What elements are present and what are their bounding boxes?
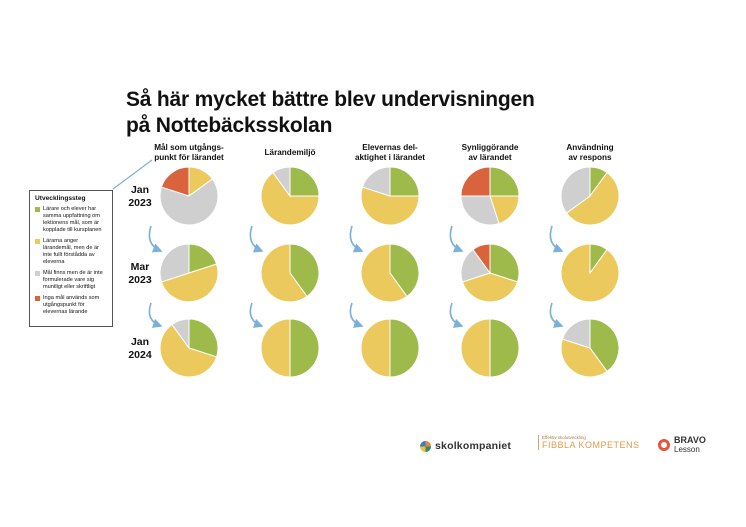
pie-slice-green bbox=[589, 318, 620, 373]
legend-swatch-gray bbox=[35, 271, 40, 276]
pie-slice-green bbox=[489, 166, 520, 197]
pie-slice-green bbox=[289, 318, 320, 378]
progress-arrow-icon bbox=[148, 302, 163, 328]
pie-slice-gray bbox=[361, 166, 391, 197]
pie-slice-yellow bbox=[461, 272, 519, 303]
progress-arrow-icon bbox=[249, 225, 264, 253]
pie-slice-yellow bbox=[159, 323, 218, 378]
progress-arrow-icon bbox=[549, 225, 564, 253]
pie-slice-yellow bbox=[360, 243, 408, 303]
progress-arrow-icon bbox=[349, 302, 364, 328]
skolkompaniet-mark-icon bbox=[420, 440, 431, 452]
pie-slice-yellow bbox=[565, 171, 620, 226]
row-label: Jan 2024 bbox=[128, 336, 152, 361]
legend-label-gray: Mål finns men de är inte formulerade var… bbox=[43, 270, 103, 290]
progress-arrow-icon bbox=[249, 302, 264, 328]
legend-swatch-red bbox=[35, 296, 40, 301]
legend-item-red: Inga mål används som utgångspunkt för el… bbox=[35, 295, 107, 316]
pie-slice-gray bbox=[460, 195, 500, 226]
column-header: Användning av respons bbox=[566, 143, 613, 162]
title-line-1: Så här mycket bättre blev undervisningen bbox=[126, 88, 535, 111]
fibbla-tagline: Effektiv skolutveckling bbox=[542, 435, 586, 440]
bravo-ring-icon bbox=[658, 439, 670, 451]
legend: Utvecklingssteg Lärare och elever har sa… bbox=[29, 190, 113, 327]
pie-slice-green bbox=[489, 318, 520, 378]
pie-slice-yellow bbox=[160, 263, 219, 303]
pie-slice-green bbox=[289, 243, 320, 298]
pie-slice-gray bbox=[272, 166, 291, 198]
pie-slice-gray bbox=[460, 248, 491, 283]
title-line-2: på Nottebäcksskolan bbox=[126, 114, 333, 137]
page-title: Så här mycket bättre blev undervisningen… bbox=[126, 87, 535, 139]
pie-slice-green bbox=[389, 318, 420, 378]
pie-slice-green bbox=[188, 318, 219, 358]
legend-title: Utvecklingssteg bbox=[35, 195, 86, 202]
pie-slice-yellow bbox=[260, 243, 308, 303]
pie-slice-yellow bbox=[560, 338, 608, 378]
progress-arrow-icon bbox=[549, 302, 564, 328]
row-label: Mar 2023 bbox=[128, 261, 152, 286]
pie-slice-yellow bbox=[360, 186, 420, 226]
pie-slice-red bbox=[160, 166, 190, 197]
progress-arrow-icon bbox=[148, 225, 163, 253]
pie-slice-green bbox=[489, 243, 520, 283]
pie-slice-yellow bbox=[489, 195, 520, 225]
pie-slice-gray bbox=[171, 318, 190, 350]
lesson-wordmark: Lesson bbox=[674, 445, 700, 454]
bravo-lesson-logo: BRAVO Lesson bbox=[658, 436, 706, 454]
pie-slice-yellow bbox=[560, 243, 620, 303]
pie-slice-yellow bbox=[260, 171, 320, 226]
legend-pointer-line bbox=[112, 159, 153, 190]
pie-slice-green bbox=[188, 243, 218, 274]
progress-arrow-icon bbox=[349, 225, 364, 253]
legend-label-green: Lärare och elever har samma uppfattning … bbox=[43, 206, 102, 233]
pie-slice-green bbox=[389, 243, 420, 298]
skolkompaniet-logo: skolkompaniet bbox=[420, 440, 511, 452]
legend-item-yellow: Lärarna anger lärandemål, men de är inte… bbox=[35, 238, 107, 266]
pie-slice-gray bbox=[561, 318, 591, 349]
pie-slice-green bbox=[389, 166, 420, 197]
fibbla-logo: Effektiv skolutveckling FIBBLA KOMPETENS bbox=[538, 435, 640, 450]
pie-slice-gray bbox=[159, 178, 219, 226]
column-header: Elevernas del-aktighet i lärandet bbox=[355, 143, 425, 162]
progress-arrow-icon bbox=[449, 302, 464, 328]
legend-swatch-yellow bbox=[35, 239, 40, 244]
pie-slice-gray bbox=[159, 243, 190, 283]
pie-slice-red bbox=[472, 243, 491, 275]
legend-item-gray: Mål finns men de är inte formulerade var… bbox=[35, 270, 107, 291]
bravo-wordmark: BRAVO bbox=[674, 435, 706, 445]
row-label: Jan 2023 bbox=[128, 184, 152, 209]
legend-swatch-green bbox=[35, 207, 40, 212]
progress-arrow-icon bbox=[449, 225, 464, 253]
pie-slice-red bbox=[460, 166, 491, 197]
column-header: Lärandemiljö bbox=[265, 148, 316, 157]
pie-slice-yellow bbox=[260, 318, 291, 378]
pie-slice-green bbox=[289, 166, 320, 197]
column-header: Mål som utgångs-punkt för lärandet bbox=[154, 142, 224, 162]
pie-slice-gray bbox=[560, 166, 591, 214]
legend-label-red: Inga mål används som utgångspunkt för el… bbox=[43, 295, 100, 315]
legend-item-green: Lärare och elever har samma uppfattning … bbox=[35, 206, 107, 234]
pie-slice-yellow bbox=[460, 318, 491, 378]
pie-slice-yellow bbox=[360, 318, 391, 378]
fibbla-wordmark: FIBBLA KOMPETENS bbox=[542, 440, 640, 450]
column-header: Synliggörande av lärandet bbox=[462, 143, 519, 162]
legend-label-yellow: Lärarna anger lärandemål, men de är inte… bbox=[43, 238, 99, 265]
skolkompaniet-wordmark: skolkompaniet bbox=[435, 440, 512, 452]
